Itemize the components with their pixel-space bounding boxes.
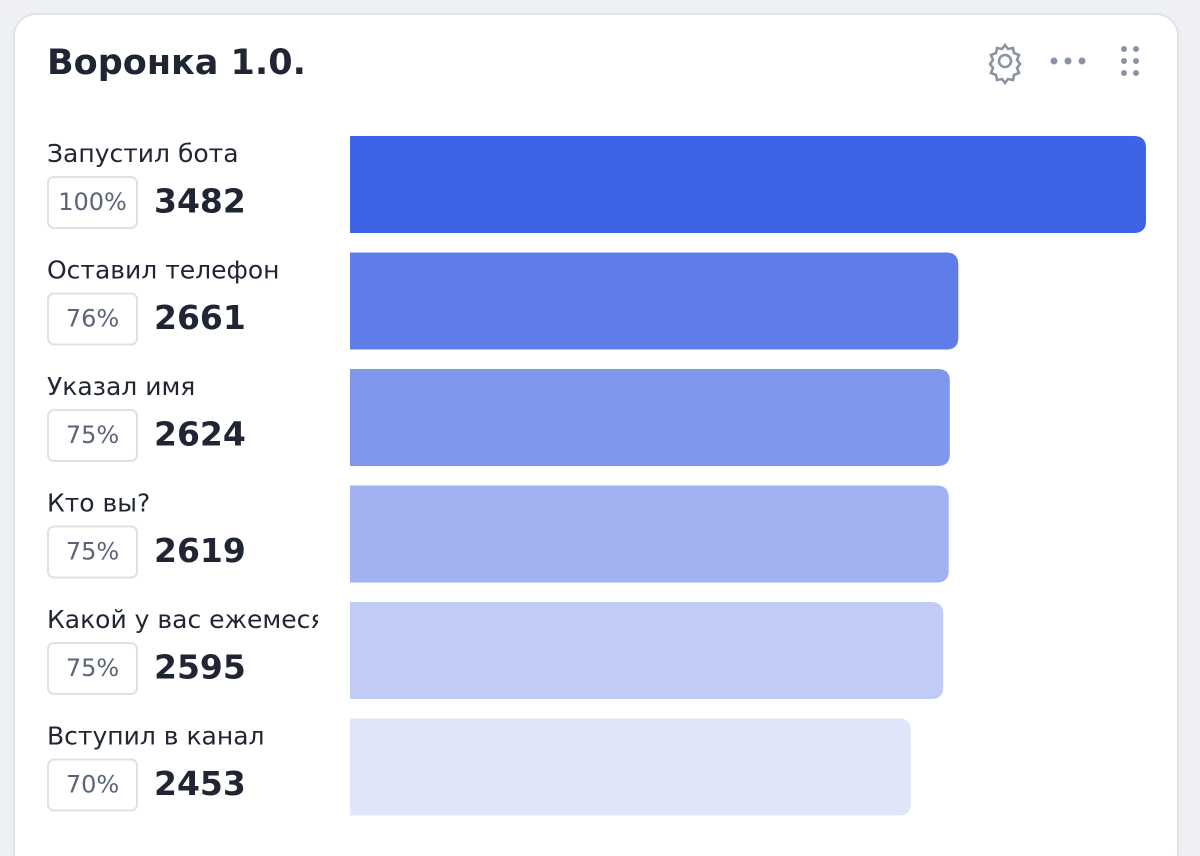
value-label: 2453	[154, 764, 246, 803]
settings-icon[interactable]	[988, 42, 1022, 86]
share-badge	[47, 642, 138, 695]
share-label: 75%	[66, 654, 119, 682]
category-label-wrap: Указал имя	[47, 372, 195, 401]
bar	[350, 485, 949, 583]
drag-icon[interactable]	[1121, 46, 1139, 76]
value-label: 2624	[154, 415, 246, 454]
category-label: Оставил телефон	[47, 256, 280, 285]
share-label: 100%	[58, 188, 127, 216]
chart-title: Воронка 1.0.	[47, 43, 306, 83]
share-badge	[47, 525, 138, 579]
category-label: Указал имя	[47, 372, 195, 401]
value-label: 3482	[154, 182, 246, 221]
category-label-wrap: Вступил в канал	[47, 722, 265, 751]
category-label: Кто вы?	[47, 489, 150, 518]
share-badge	[47, 292, 138, 346]
category-label-wrap: Какой у вас ежемесяч	[47, 605, 340, 634]
share-label: 75%	[66, 538, 119, 566]
share-label: 70%	[66, 771, 119, 799]
share-label: 76%	[66, 305, 119, 333]
bar	[350, 602, 944, 699]
value-label: 2619	[154, 531, 246, 570]
share-badge	[47, 409, 138, 462]
category-label: Какой у вас ежемесяч	[47, 605, 340, 634]
bar	[350, 369, 950, 466]
bar	[350, 136, 1146, 233]
bar	[350, 252, 959, 350]
category-label-wrap: Запустил бота	[47, 139, 239, 168]
category-label: Вступил в канал	[47, 722, 265, 751]
value-label: 2595	[154, 648, 246, 687]
share-badge	[47, 758, 138, 812]
category-label-wrap: Оставил телефон	[47, 256, 280, 285]
category-label-wrap: Кто вы?	[47, 489, 150, 518]
value-label: 2661	[154, 298, 246, 337]
category-label: Запустил бота	[47, 139, 239, 168]
share-label: 75%	[66, 421, 119, 449]
funnel: Запустил бота 100% 3482 Оставил телефон 76% 2…	[47, 136, 1146, 816]
bar	[350, 718, 911, 816]
share-badge	[47, 176, 138, 229]
more-icon[interactable]	[1050, 57, 1086, 65]
